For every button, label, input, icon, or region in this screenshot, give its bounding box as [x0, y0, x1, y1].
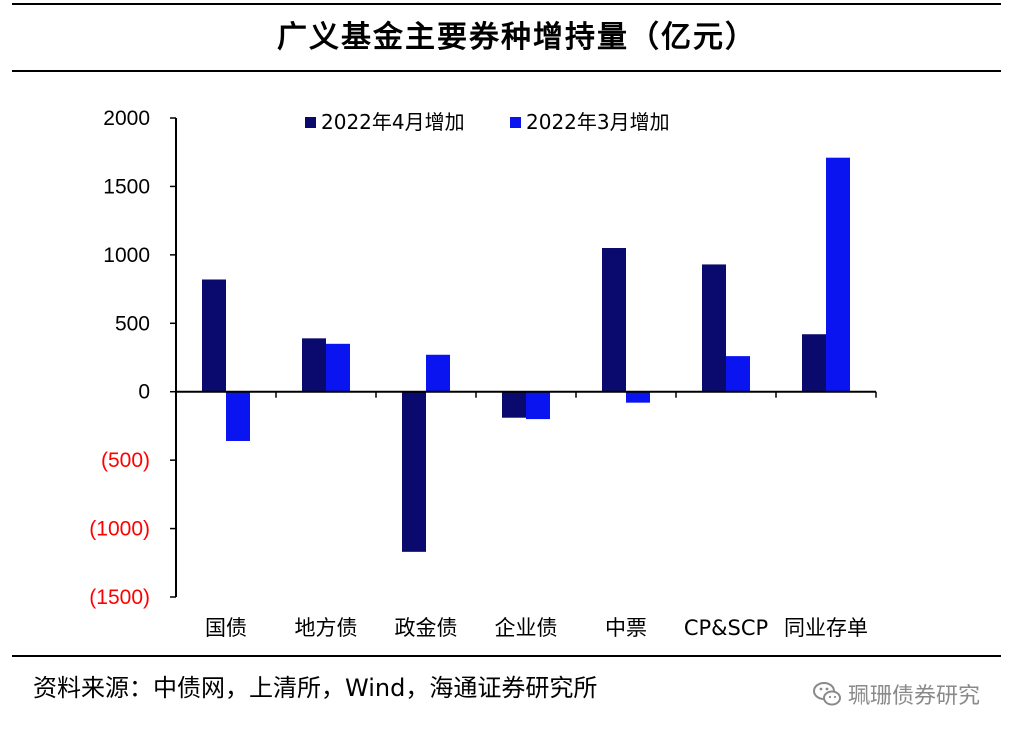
- watermark: 珮珊债券研究: [812, 678, 980, 710]
- category-label: 同业存单: [784, 616, 868, 640]
- wechat-icon: [813, 682, 841, 706]
- category-label: 国债: [205, 616, 247, 640]
- bar-mar-3: [526, 391, 550, 420]
- chart-title: 广义基金主要券种增持量（亿元）: [277, 20, 757, 55]
- category-label: 地方债: [295, 616, 358, 640]
- bar-apr-4: [602, 248, 626, 392]
- bar-apr-2: [402, 391, 426, 552]
- category-label: 中票: [605, 616, 647, 640]
- y-tick-label: 500: [115, 312, 150, 335]
- y-tick-label: 0: [138, 381, 150, 404]
- y-tick-label: 2000: [103, 107, 150, 130]
- y-tick-label: (1000): [89, 518, 150, 541]
- legend-swatch: [305, 117, 316, 128]
- legend-swatch: [510, 117, 521, 128]
- y-tick-label: (500): [101, 449, 150, 472]
- bar-apr-5: [702, 264, 726, 392]
- watermark-text: 珮珊债券研究: [848, 684, 981, 709]
- bar-mar-6: [826, 157, 850, 392]
- bar-mar-5: [726, 356, 750, 392]
- bar-apr-3: [502, 391, 526, 418]
- y-tick-label: 1000: [103, 244, 150, 267]
- bar-mar-0: [226, 391, 250, 441]
- bar-apr-1: [302, 338, 326, 392]
- top-rule: [12, 3, 1001, 5]
- category-label: 政金债: [395, 616, 458, 640]
- legend-label: 2022年4月增加: [321, 110, 465, 134]
- source-note: 资料来源：中债网，上清所，Wind，海通证券研究所: [33, 674, 598, 702]
- bar-mar-4: [626, 391, 650, 403]
- bar-apr-6: [802, 334, 826, 392]
- source-rule: [12, 655, 1001, 657]
- legend-label: 2022年3月增加: [526, 110, 670, 134]
- bar-apr-0: [202, 279, 226, 392]
- title-rule: [12, 70, 1001, 72]
- category-label: CP&SCP: [684, 616, 768, 640]
- bar-mar-1: [326, 343, 350, 392]
- y-tick-label: 1500: [103, 175, 150, 198]
- bar-mar-2: [426, 354, 450, 392]
- category-label: 企业债: [495, 616, 558, 640]
- y-tick-label: (1500): [89, 586, 150, 609]
